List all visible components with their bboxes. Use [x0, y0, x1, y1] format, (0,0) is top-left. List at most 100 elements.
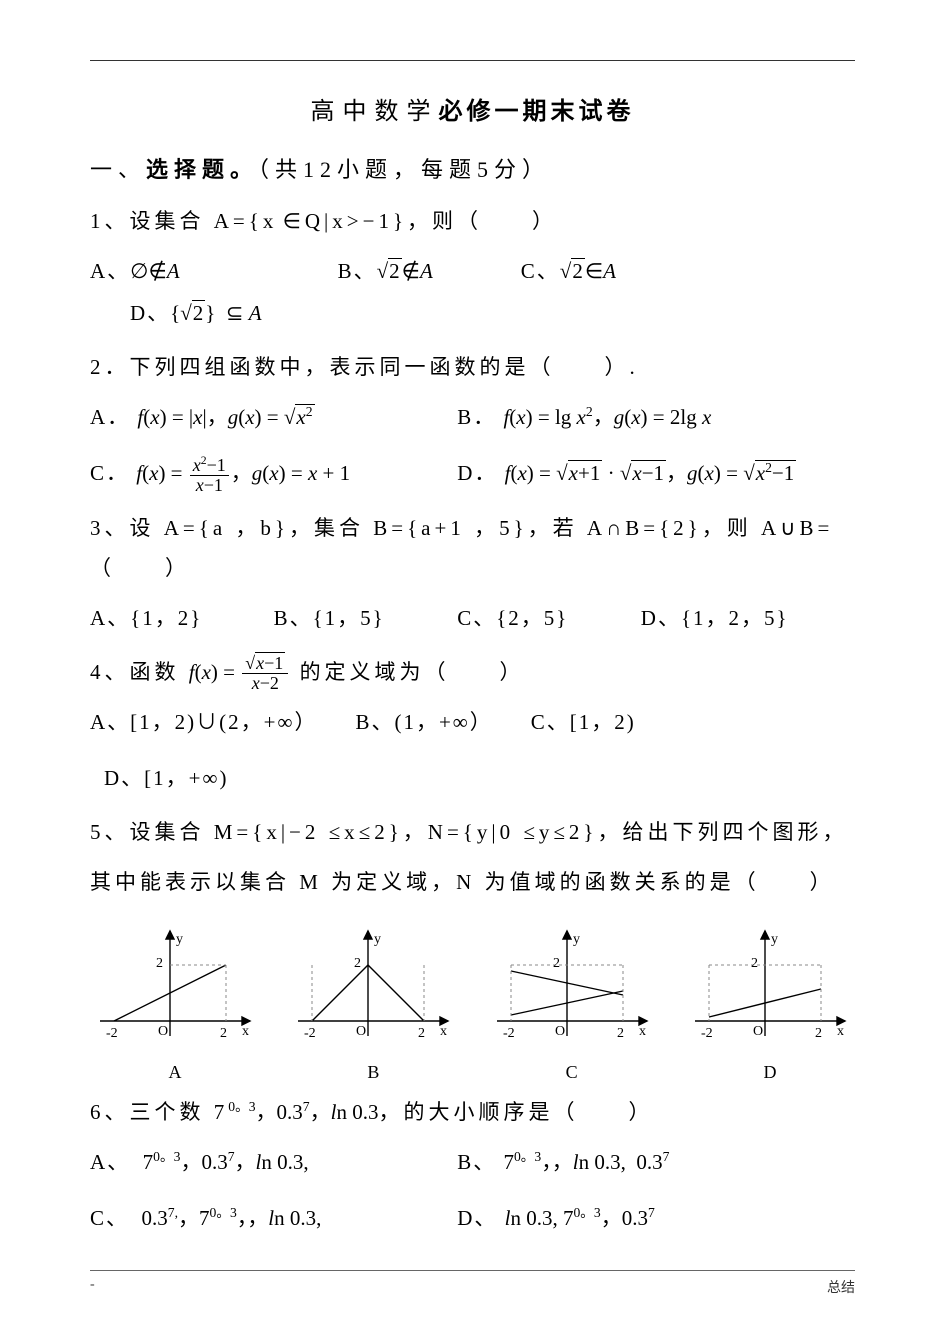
q6-options-row2: C、 0.37,，70。3，，ln 0.3, D、 ln 0.3, 70。3，0… — [90, 1197, 855, 1239]
title-plain: 高中数学 — [311, 99, 439, 125]
svg-text:2: 2 — [354, 956, 361, 971]
q6-option-a: A、 70。3，0.37，ln 0.3, — [90, 1141, 457, 1183]
q6-stem-pre: 6、三个数 7 — [90, 1100, 228, 1124]
svg-text:2: 2 — [553, 956, 560, 971]
q2-option-a: A． f(x) = |x|，g(x) = √x2 — [90, 396, 457, 438]
q1-d-math: {√2} ⊆ A — [170, 301, 261, 325]
question-4: 4、函数 f(x) = √x−1x−2 的定义域为（ ） — [90, 653, 855, 694]
q4-stem-post: 的定义域为（ ） — [300, 660, 525, 684]
question-5-line1: 5、设集合 M={x|−2 ≤x≤2}，N={y|0 ≤y≤2}，给出下列四个图… — [90, 813, 855, 853]
q2-a-label: A． — [90, 405, 130, 429]
graph-d-svg: y x O -2 2 2 — [685, 921, 855, 1051]
q5-line1: 5、设集合 M={x|−2 ≤x≤2}，N={y|0 ≤y≤2}，给出下列四个图… — [90, 820, 847, 844]
q6-c-math: 0.37,，70。3，，ln 0.3, — [136, 1206, 321, 1230]
question-5-line2: 其中能表示以集合 M 为定义域，N 为值域的函数关系的是（ ） — [90, 863, 855, 903]
top-rule — [90, 60, 855, 61]
question-2: 2．下列四组函数中，表示同一函数的是（ ）. — [90, 348, 855, 388]
q2-b-label: B． — [457, 405, 496, 429]
page-title: 高中数学必修一期末试卷 — [90, 91, 855, 126]
svg-text:y: y — [374, 932, 381, 947]
q5-line2: 其中能表示以集合 M 为定义域，N 为值域的函数关系的是（ ） — [90, 870, 835, 894]
q4-option-b: B、(1，+∞） — [355, 701, 492, 743]
exam-page: 高中数学必修一期末试卷 一、选择题。（共12小题，每题5分） 1、设集合 A={… — [0, 0, 945, 1337]
q6-b-math: 70。3，，ln 0.3, 0.37 — [503, 1150, 669, 1174]
q3-option-b: B、{1，5} — [274, 597, 458, 639]
svg-text:y: y — [771, 932, 778, 947]
svg-text:2: 2 — [815, 1026, 822, 1041]
question-6: 6、三个数 70。3，0.37，ln 0.3，的大小顺序是（ ） — [90, 1093, 855, 1133]
svg-text:-2: -2 — [106, 1026, 118, 1041]
q4-func: f(x) = √x−1x−2 — [189, 660, 291, 684]
section-1-label: 一、 — [90, 157, 146, 182]
q4-options-row2: D、[1，+∞) — [90, 757, 855, 799]
q2-d-label: D． — [457, 461, 497, 485]
svg-text:2: 2 — [418, 1026, 425, 1041]
q6-option-d: D、 ln 0.3, 70。3，0.37 — [457, 1197, 824, 1239]
q4-option-d: D、[1，+∞) — [104, 757, 228, 799]
q3-options: A、{1，2} B、{1，5} C、{2，5} D、{1，2，5} — [90, 597, 855, 639]
question-3: 3、设 A={a ，b}，集合 B={a+1 ，5}，若 A∩B={2}，则 A… — [90, 509, 855, 589]
q4-option-a: A、[1，2)∪(2，+∞） — [90, 701, 317, 743]
q6-b-label: B、 — [457, 1150, 496, 1174]
q1-a-math: ∅∉A — [130, 259, 179, 283]
q1-c-rel: ∈A — [585, 259, 616, 283]
graph-a-svg: y x O -2 2 2 — [90, 921, 260, 1051]
svg-text:2: 2 — [220, 1026, 227, 1041]
svg-text:-2: -2 — [503, 1026, 515, 1041]
svg-text:y: y — [573, 932, 580, 947]
q2-b-math: f(x) = lg x2，g(x) = 2lg x — [503, 405, 711, 429]
svg-text:O: O — [158, 1024, 168, 1039]
q1-options: A、∅∉A B、√2∉A C、√2∈A D、{√2} ⊆ A — [90, 250, 855, 334]
q5-fig-c: y x O -2 2 2 C — [487, 921, 657, 1083]
q6-d-label: D、 — [457, 1206, 497, 1230]
q4-options-row1: A、[1，2)∪(2，+∞） B、(1，+∞） C、[1，2) — [90, 701, 855, 743]
q3-option-a: A、{1，2} — [90, 597, 274, 639]
q4-option-c: C、[1，2) — [531, 701, 636, 743]
q1-c-math: √2 — [560, 250, 585, 292]
q6-option-b: B、 70。3，，ln 0.3, 0.37 — [457, 1141, 824, 1183]
q6-a-label: A、 — [90, 1150, 130, 1174]
q4-stem-pre: 4、函数 — [90, 660, 180, 684]
graph-c-svg: y x O -2 2 2 — [487, 921, 657, 1051]
svg-text:O: O — [356, 1024, 366, 1039]
section-1-heading: 一、选择题。（共12小题，每题5分） — [90, 152, 855, 184]
q2-options-row1: A． f(x) = |x|，g(x) = √x2 B． f(x) = lg x2… — [90, 396, 855, 438]
svg-text:x: x — [639, 1024, 646, 1039]
q1-a-label: A、 — [90, 259, 130, 283]
q1-stem-mid: ∈Q|x>−1}，则（ ） — [283, 209, 557, 233]
section-1-bold: 选择题。 — [146, 157, 258, 182]
q2-options-row2: C． f(x) = x2−1x−1，g(x) = x + 1 D． f(x) =… — [90, 452, 855, 495]
q1-b-label: B、 — [338, 259, 377, 283]
q1-option-d: D、{√2} ⊆ A — [130, 292, 262, 334]
q1-option-a: A、∅∉A — [90, 250, 180, 292]
svg-text:x: x — [837, 1024, 844, 1039]
q2-stem: 2．下列四组函数中，表示同一函数的是（ ）. — [90, 355, 639, 379]
svg-text:x: x — [440, 1024, 447, 1039]
q3-option-c: C、{2，5} — [457, 597, 641, 639]
q5-label-b: B — [288, 1062, 458, 1083]
q6-a-math: 70。3，0.37，ln 0.3, — [137, 1150, 308, 1174]
title-bold: 必修一期末试卷 — [439, 99, 635, 125]
q5-fig-a: y x O -2 2 2 A — [90, 921, 260, 1083]
q1-b-math: √2 — [377, 250, 402, 292]
q6-d-math: ln 0.3, 70。3，0.37 — [505, 1206, 655, 1230]
svg-text:2: 2 — [751, 956, 758, 971]
q2-option-c: C． f(x) = x2−1x−1，g(x) = x + 1 — [90, 452, 457, 495]
q3-stem: 3、设 A={a ，b}，集合 B={a+1 ，5}，若 A∩B={2}，则 A… — [90, 516, 833, 580]
q6-stem-post: ，的大小顺序是（ ） — [378, 1100, 653, 1124]
q6-terms: 0。3，0.37，ln 0.3 — [228, 1100, 378, 1124]
q5-fig-b: y x O -2 2 2 B — [288, 921, 458, 1083]
q1-b-rel: ∉A — [402, 259, 433, 283]
footer-left: - — [90, 1277, 95, 1297]
svg-text:O: O — [753, 1024, 763, 1039]
q5-label-a: A — [90, 1062, 260, 1083]
q5-label-c: C — [487, 1062, 657, 1083]
q5-fig-d: y x O -2 2 2 D — [685, 921, 855, 1083]
q6-c-label: C、 — [90, 1206, 129, 1230]
q1-d-label: D、 — [130, 301, 170, 325]
q5-label-d: D — [685, 1062, 855, 1083]
q2-option-d: D． f(x) = √x+1 · √x−1，g(x) = √x2−1 — [457, 452, 824, 495]
q2-c-math: f(x) = x2−1x−1，g(x) = x + 1 — [136, 461, 350, 485]
svg-text:O: O — [555, 1024, 565, 1039]
svg-text:-2: -2 — [304, 1026, 316, 1041]
